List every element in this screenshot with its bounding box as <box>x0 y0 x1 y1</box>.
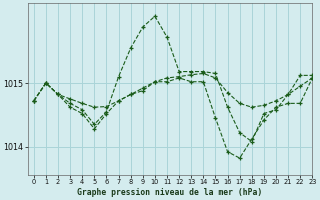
X-axis label: Graphe pression niveau de la mer (hPa): Graphe pression niveau de la mer (hPa) <box>77 188 263 197</box>
